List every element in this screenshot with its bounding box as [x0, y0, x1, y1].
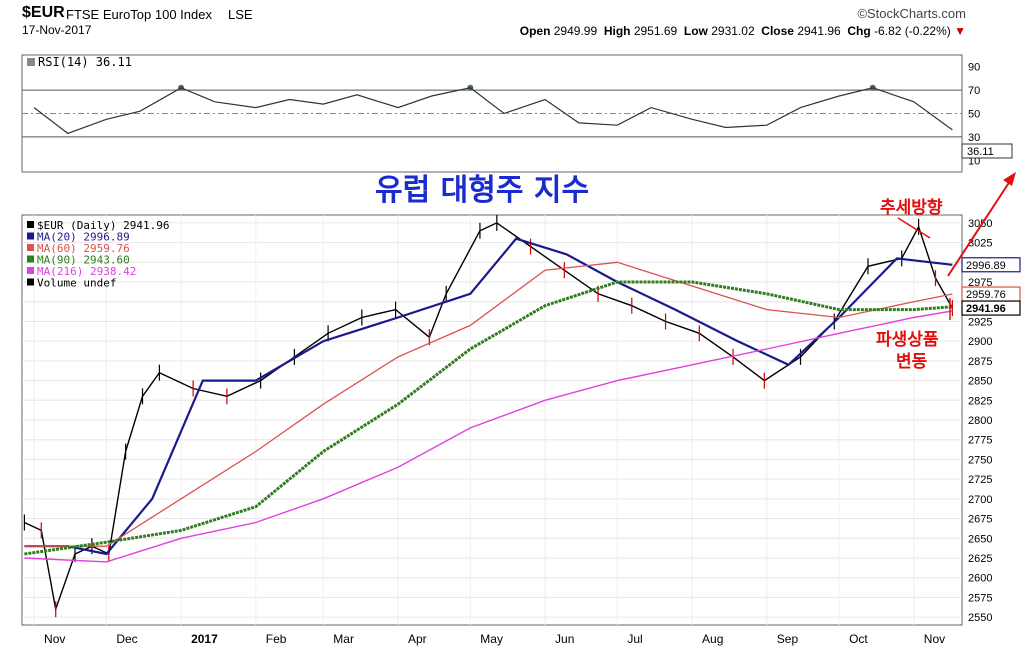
legend-swatch-icon: [27, 267, 34, 274]
rsi-tick-label: 70: [968, 85, 980, 97]
open-value: 2949.99: [553, 24, 598, 38]
chg-label: Chg: [847, 24, 871, 38]
series-line-ma216: [24, 310, 953, 563]
legend-entry: MA(60) 2959.76: [37, 242, 130, 255]
month-tick-label: Dec: [116, 632, 137, 646]
month-tick-label: Feb: [266, 632, 287, 646]
chg-value: -6.82 (-0.22%): [874, 24, 951, 38]
rsi-badge-text: 36.11: [967, 146, 994, 158]
legend-entry: MA(20) 2996.89: [37, 231, 130, 244]
exchange-code: LSE: [228, 7, 253, 22]
price-axis: 2550 2575 2600 2625 2650 2675 2700 2725 2750 2775…: [968, 218, 992, 624]
rsi-badge-box: [961, 143, 1013, 159]
month-tick-label: Mar: [333, 632, 354, 646]
price-badge-box: [961, 300, 1021, 316]
price-badge-box: [961, 257, 1021, 273]
month-tick-label: May: [480, 632, 503, 646]
month-tick-label: Nov: [44, 632, 65, 646]
price-tick-label: 2800: [968, 415, 992, 427]
price-tick-label: 2850: [968, 376, 992, 388]
brand-watermark[interactable]: ©StockCharts.com: [857, 6, 966, 21]
down-arrow-icon: ▼: [954, 24, 966, 38]
legend-swatch-icon: [27, 244, 34, 251]
legend-swatch-icon: [27, 232, 34, 240]
rsi-legend-icon: [27, 58, 35, 66]
trend-label: 추세방향: [880, 197, 943, 218]
price-badge-text: 2959.76: [966, 289, 1006, 301]
low-label: Low: [683, 24, 708, 38]
month-tick-label: Sep: [777, 632, 799, 646]
trend-arrow-head-icon: [1003, 172, 1016, 186]
legend-swatch-icon: [27, 221, 34, 228]
rsi-legend: RSI(14) 36.11: [27, 55, 132, 69]
price-tick-label: 2650: [968, 533, 992, 545]
price-tick-label: 3025: [968, 238, 992, 250]
index-name: FTSE EuroTop 100 Index: [66, 7, 212, 22]
trend-arrow-line: [947, 177, 1013, 277]
price-tick-label: 2600: [968, 573, 992, 585]
quote-date: 17-Nov-2017: [22, 23, 92, 37]
trend-pointer-line: [897, 217, 931, 239]
price-panel: 2550 2575 2600 2625 2650 2675 2700 2725 2750 2775…: [21, 172, 1021, 646]
close-value: 2941.96: [797, 24, 841, 38]
deriv-label-line1: 파생상품: [876, 330, 939, 350]
price-tick-label: 2550: [968, 612, 992, 624]
legend-swatch-icon: [27, 278, 34, 286]
close-label: Close: [761, 24, 794, 38]
rsi-tick-label: 90: [968, 62, 980, 74]
price-tick-label: 2775: [968, 435, 992, 447]
price-tick-label: 2700: [968, 494, 992, 506]
price-badge-text: 2996.89: [966, 260, 1006, 272]
right-badges: 2996.89 2959.76 2941.96: [961, 257, 1021, 316]
month-tick-label: 2017: [191, 632, 218, 646]
price-tick-label: 2725: [968, 474, 992, 486]
high-label: High: [603, 24, 631, 38]
month-tick-label: Aug: [702, 632, 723, 646]
series-line-ma90: [24, 280, 953, 556]
open-label: Open: [519, 24, 551, 38]
price-tick-label: 2750: [968, 454, 992, 466]
deriv-label-line2: 변동: [896, 352, 928, 372]
price-tick-label: 2575: [968, 592, 992, 604]
korean-title: 유럽 대형주 지수: [375, 173, 589, 208]
rsi-legend-label: RSI(14) 36.11: [38, 55, 132, 69]
price-tick-label: 2925: [968, 316, 992, 328]
price-tick-label: 2625: [968, 553, 992, 565]
month-tick-label: Jul: [627, 632, 642, 646]
price-tick-label: 2900: [968, 336, 992, 348]
legend-entry: Volume undef: [37, 277, 116, 290]
rsi-value-badge: 36.11: [961, 143, 1013, 159]
rsi-line: [33, 87, 953, 135]
series-line-ma20: [24, 237, 953, 556]
legend-entry: MA(216) 2938.42: [37, 265, 136, 278]
price-tick-label: 3050: [968, 218, 992, 230]
month-tick-label: Jun: [555, 632, 574, 646]
price-badge-text: 2941.96: [966, 303, 1006, 315]
month-tick-label: Apr: [408, 632, 427, 646]
trend-annotation: 추세방향 파생상품 변동: [876, 172, 1016, 372]
month-tick-label: Oct: [849, 632, 868, 646]
rsi-gridlines: [22, 89, 962, 138]
quote-summary: Open 2949.99 High 2951.69 Low 2931.02 Cl…: [520, 24, 966, 38]
high-value: 2951.69: [633, 24, 678, 38]
price-tick-label: 2825: [968, 395, 992, 407]
legend-swatch-icon: [27, 255, 34, 263]
series-layer: [23, 214, 954, 618]
rsi-tick-label: 50: [968, 109, 980, 121]
price-tick-label: 2975: [968, 277, 992, 289]
low-value: 2931.02: [711, 24, 755, 38]
legend-entry: $EUR (Daily) 2941.96: [37, 219, 169, 232]
price-tick-label: 2675: [968, 514, 992, 526]
month-tick-label: Nov: [924, 632, 945, 646]
rsi-tick-label: 30: [968, 132, 980, 144]
price-tick-label: 2875: [968, 356, 992, 368]
legend-entry: MA(90) 2943.60: [37, 254, 130, 267]
series-line-ma60: [24, 261, 953, 547]
ticker-symbol: $EUR: [22, 4, 65, 21]
